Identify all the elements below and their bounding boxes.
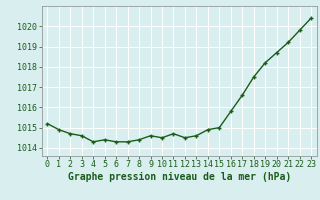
X-axis label: Graphe pression niveau de la mer (hPa): Graphe pression niveau de la mer (hPa) (68, 172, 291, 182)
